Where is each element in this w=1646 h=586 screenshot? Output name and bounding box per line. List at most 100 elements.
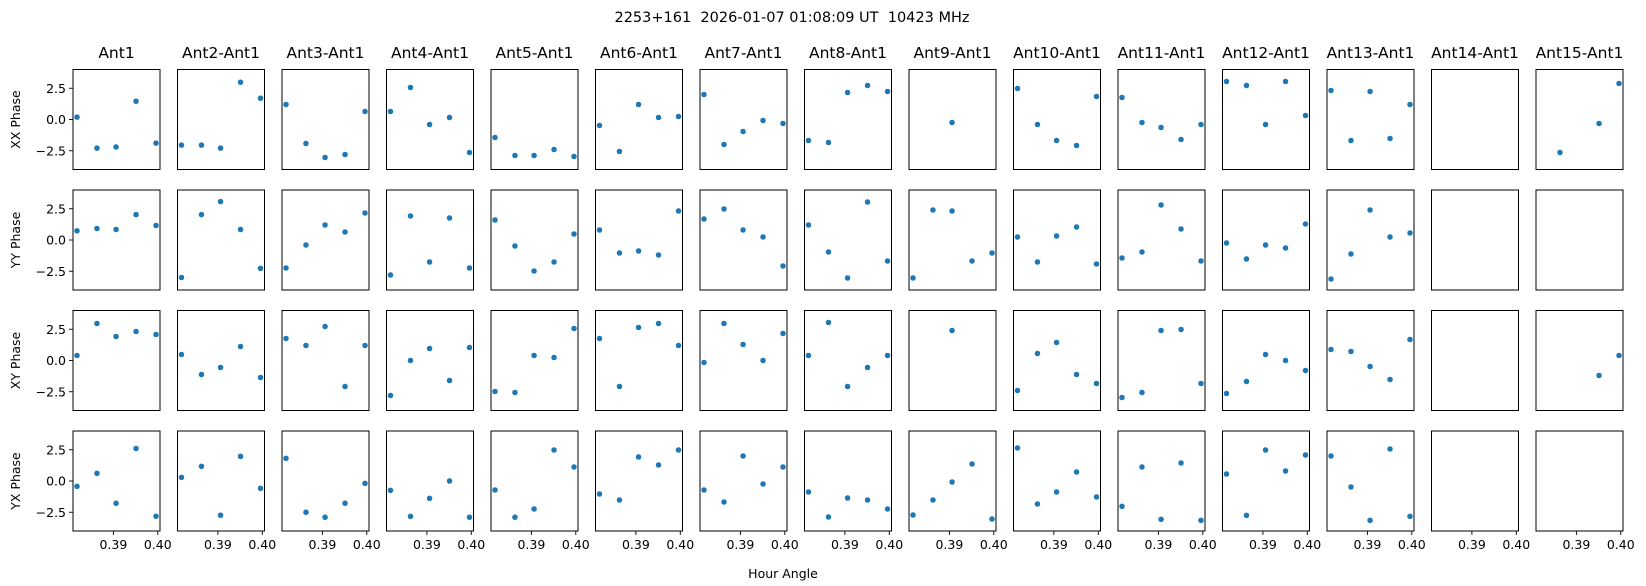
data-point (93, 144, 101, 152)
panel-ant9-ant1-yy (908, 189, 997, 291)
data-point (112, 143, 120, 151)
data-point (426, 121, 433, 128)
y-tick-label: 0.0 (46, 233, 66, 248)
data-point (178, 141, 185, 149)
panel-ant8-ant1-xx (804, 69, 892, 170)
data-point (655, 320, 662, 327)
column-title: Ant11-Ant1 (1118, 44, 1206, 62)
panel-ant7-ant1-yx (699, 430, 788, 532)
data-point (864, 496, 871, 504)
panel-ant11-ant1-yy (1117, 189, 1206, 291)
data-point (302, 140, 310, 147)
data-point (1093, 260, 1100, 268)
data-point (302, 241, 310, 249)
data-point (675, 446, 682, 454)
data-point (1223, 78, 1230, 85)
panel-ant11-ant1-xx (1117, 69, 1206, 170)
data-point (1177, 459, 1185, 467)
data-point (700, 486, 708, 494)
data-point (968, 460, 976, 468)
column-title: Ant6-Ant1 (600, 44, 678, 62)
panel-frame (386, 310, 474, 411)
data-point (1157, 516, 1165, 523)
x-tick-label: 0.40 (875, 537, 903, 552)
data-point (1118, 94, 1126, 101)
data-point (825, 513, 832, 521)
panel-frame (1326, 69, 1415, 170)
panel-ant13-ant1-yx (1326, 430, 1415, 532)
data-point (1243, 255, 1250, 263)
panel-frame (699, 310, 788, 411)
data-point (217, 364, 224, 371)
data-point (198, 211, 205, 218)
data-point (1157, 124, 1165, 131)
data-point (341, 383, 349, 390)
data-point (1014, 85, 1021, 92)
x-tick-label: 0.40 (1084, 537, 1112, 552)
data-point (446, 214, 453, 222)
panel-ant1-xx (72, 69, 161, 170)
data-point (341, 500, 349, 507)
panel-ant11-ant1-xy (1117, 310, 1206, 411)
data-point (596, 490, 603, 498)
x-axis-label: Hour Angle (748, 566, 818, 581)
panel-ant15-ant1-yy (1535, 189, 1624, 291)
data-point (1243, 378, 1250, 385)
y-axis-label: YX Phase (8, 452, 23, 511)
data-point (1615, 352, 1623, 359)
y-tick-label: −2.5 (36, 505, 66, 520)
panel-frame (72, 310, 161, 411)
data-point (700, 91, 708, 98)
data-point (426, 345, 433, 352)
data-point (93, 320, 101, 327)
data-point (616, 249, 623, 257)
data-point (73, 113, 81, 121)
x-tick-label: 0.40 (1502, 537, 1530, 552)
panel-frame (281, 69, 370, 170)
data-point (759, 117, 767, 124)
data-point (759, 480, 767, 488)
data-point (805, 137, 812, 144)
data-point (739, 341, 747, 348)
data-point (511, 389, 519, 396)
data-point (1034, 500, 1041, 508)
data-point (132, 98, 140, 105)
data-point (1093, 93, 1100, 100)
x-tick-label: 0.39 (99, 537, 127, 552)
x-tick-label: 0.40 (457, 537, 485, 552)
data-point (1386, 376, 1394, 383)
x-tick-label: 0.39 (831, 537, 859, 552)
x-tick-label: 0.40 (144, 537, 172, 552)
data-point (387, 271, 394, 279)
panel-ant12-ant1-yx (1222, 430, 1310, 532)
data-point (655, 461, 662, 469)
column-title: Ant2-Ant1 (182, 44, 260, 62)
panel-ant4-ant1-xy (386, 310, 474, 411)
data-point (1366, 517, 1374, 524)
data-point (73, 352, 81, 359)
y-tick-label: 0.0 (46, 353, 66, 368)
panel-frame (1535, 310, 1624, 411)
data-point (844, 494, 851, 502)
panel-frame (1222, 69, 1310, 170)
panel-ant2-ant1-xx (177, 69, 265, 170)
panel-frame (908, 189, 997, 291)
data-point (1366, 206, 1374, 214)
x-tick-label: 0.40 (1607, 537, 1635, 552)
panel-ant3-ant1-yy (281, 189, 370, 291)
panel-frame (490, 430, 579, 532)
data-point (341, 228, 349, 236)
panel-frame (281, 189, 370, 291)
data-point (1327, 275, 1335, 283)
data-point (198, 463, 205, 470)
data-point (257, 265, 264, 272)
column-title: Ant15-Ant1 (1536, 44, 1624, 62)
column-title: Ant4-Ant1 (391, 44, 469, 62)
data-point (152, 331, 160, 338)
data-point (1014, 444, 1021, 452)
column-title: Ant5-Ant1 (496, 44, 574, 62)
data-point (217, 512, 224, 519)
panel-ant1-yx (72, 430, 161, 532)
panel-ant12-ant1-yy (1222, 189, 1310, 291)
data-point (178, 351, 185, 358)
